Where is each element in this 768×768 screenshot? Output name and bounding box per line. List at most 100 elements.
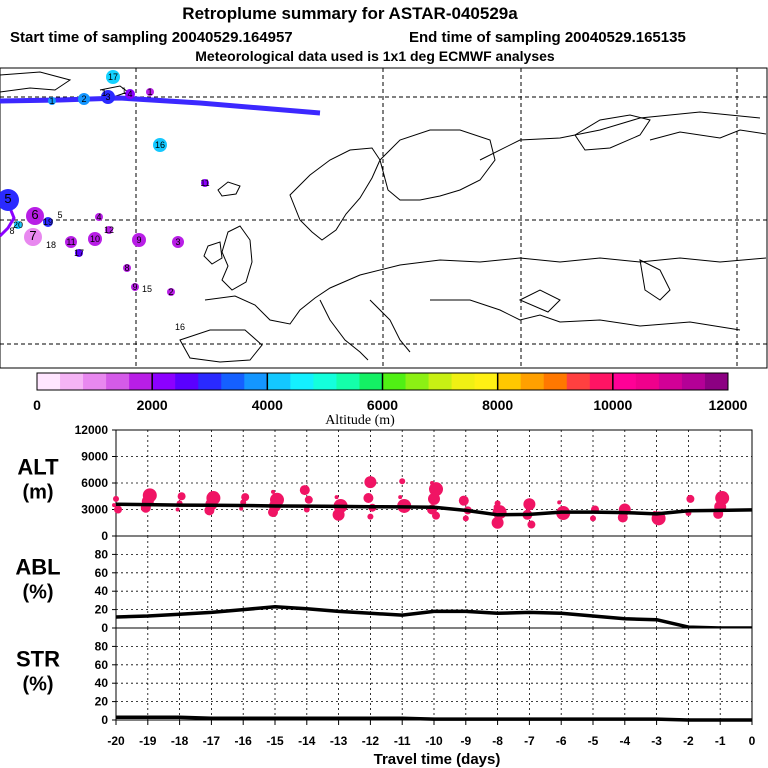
altitude-scatter-point bbox=[241, 493, 250, 502]
cluster-marker: 9 bbox=[131, 282, 139, 292]
altitude-scatter-point bbox=[686, 494, 695, 503]
cluster-label: 19 bbox=[43, 217, 53, 227]
colorbar-swatch bbox=[60, 373, 84, 390]
start-time-label: Start time of sampling 20040529.164957 bbox=[10, 29, 293, 46]
y-tick-label: 20 bbox=[95, 603, 109, 617]
altitude-scatter-point bbox=[334, 495, 339, 500]
colorbar-label: Altitude (m) bbox=[325, 413, 395, 428]
panel-title: ABL bbox=[15, 555, 60, 580]
altitude-scatter-point bbox=[303, 506, 310, 513]
cluster-marker: 11 bbox=[200, 178, 209, 188]
altitude-scatter-point bbox=[462, 515, 469, 522]
cluster-dot bbox=[26, 207, 44, 225]
altitude-scatter-point bbox=[113, 495, 119, 502]
figure-title: Retroplume summary for ASTAR-040529a bbox=[182, 4, 518, 23]
x-tick-label: -6 bbox=[556, 734, 567, 748]
cluster-dot bbox=[153, 138, 167, 152]
cluster-marker: 5 bbox=[0, 189, 19, 211]
end-time-label: End time of sampling 20040529.165135 bbox=[409, 29, 686, 46]
cluster-dot bbox=[95, 213, 103, 221]
x-tick-label: 0 bbox=[749, 734, 756, 748]
panel-title: ALT bbox=[17, 455, 59, 480]
cluster-label: 5 bbox=[57, 210, 62, 220]
x-tick-label: -16 bbox=[235, 734, 253, 748]
cluster-label: 4 bbox=[96, 212, 101, 222]
altitude-scatter-point bbox=[112, 503, 116, 508]
colorbar-swatch bbox=[152, 373, 176, 390]
altitude-scatter-point bbox=[398, 495, 403, 500]
panel-alt: 0 3000 6000 9000 12000 ALT(m) bbox=[17, 423, 753, 543]
cluster-label: 17 bbox=[74, 248, 84, 258]
path-label: 1 bbox=[49, 96, 54, 106]
cluster-label: 16 bbox=[175, 322, 185, 332]
cluster-dot bbox=[65, 236, 77, 248]
colorbar-swatch bbox=[658, 373, 683, 390]
colorbar-swatch bbox=[704, 373, 729, 390]
altitude-scatter-point bbox=[142, 488, 157, 503]
cluster-marker: 12 bbox=[104, 225, 114, 235]
cluster-marker: 8 bbox=[9, 226, 14, 236]
cluster-dot bbox=[123, 264, 131, 272]
cluster-marker: 19 bbox=[43, 217, 53, 227]
x-tick-label: -14 bbox=[298, 734, 316, 748]
cluster-label: 12 bbox=[104, 225, 114, 235]
y-tick-label: 40 bbox=[95, 676, 109, 690]
altitude-scatter-point bbox=[271, 489, 275, 494]
cluster-marker: 17 bbox=[74, 248, 84, 258]
plume-path-labels: 1 2 3 4 1 1 1 bbox=[48, 86, 154, 106]
path-label: 4 bbox=[127, 89, 132, 99]
x-tick-label: -2 bbox=[683, 734, 694, 748]
cluster-dot bbox=[14, 221, 22, 229]
colorbar-tick: 0 bbox=[33, 397, 41, 413]
colorbar-swatch bbox=[612, 373, 637, 390]
cluster-marker: 9 bbox=[132, 233, 146, 247]
y-tick-label: 0 bbox=[101, 621, 108, 635]
cluster-marker: 10 bbox=[88, 232, 102, 246]
colorbar-swatch bbox=[566, 373, 591, 390]
series-line-str bbox=[116, 715, 752, 722]
y-tick-label: 0 bbox=[101, 713, 108, 727]
x-tick-label: -18 bbox=[171, 734, 189, 748]
cluster-dot bbox=[132, 233, 146, 247]
cluster-label: 6 bbox=[31, 207, 38, 222]
altitude-scatter-point bbox=[270, 492, 284, 507]
altitude-scatter-point bbox=[206, 491, 221, 506]
y-tick-label: 80 bbox=[95, 639, 109, 653]
altitude-colorbar bbox=[36, 372, 729, 391]
cluster-label: 11 bbox=[200, 178, 209, 188]
colorbar-swatch bbox=[175, 373, 199, 390]
colorbar-swatch bbox=[359, 373, 383, 390]
cluster-label: 7 bbox=[29, 228, 36, 243]
colorbar-swatch bbox=[428, 373, 453, 390]
path-label: 2 bbox=[81, 94, 86, 104]
cluster-dot bbox=[172, 236, 184, 248]
cluster-dot bbox=[75, 249, 83, 257]
colorbar-swatch bbox=[405, 373, 430, 390]
x-tick-label: -11 bbox=[394, 734, 411, 748]
cluster-dot bbox=[106, 70, 120, 84]
altitude-scatter-point bbox=[458, 495, 469, 506]
altitude-scatter-point bbox=[239, 506, 244, 511]
cluster-marker: 3 bbox=[172, 236, 184, 248]
travel-time-axis: -20 -19 -18 -17 -16 -15 -14 -13 -12 -11 -10 -9 -8 -7-… bbox=[107, 720, 756, 748]
cluster-label: 18 bbox=[46, 240, 56, 250]
altitude-scatter-point bbox=[430, 481, 434, 485]
colorbar-swatch bbox=[83, 373, 107, 390]
cluster-label: 15 bbox=[142, 284, 152, 294]
cluster-marker: 17 bbox=[106, 70, 120, 84]
altitude-scatter-point bbox=[363, 493, 374, 504]
cluster-label: 16 bbox=[155, 140, 165, 150]
x-tick-label: -1 bbox=[715, 734, 726, 748]
cluster-dot bbox=[88, 232, 102, 246]
panel-unit: (%) bbox=[22, 582, 53, 604]
colorbar-swatch bbox=[497, 373, 522, 390]
path-label: 1 bbox=[147, 87, 152, 97]
colorbar-swatch bbox=[106, 373, 130, 390]
x-tick-label: -19 bbox=[139, 734, 157, 748]
cluster-dot bbox=[0, 189, 19, 211]
altitude-scatter-point bbox=[399, 478, 406, 485]
cluster-label: 8 bbox=[9, 226, 14, 236]
colorbar-tick: 8000 bbox=[482, 397, 513, 413]
y-tick-label: 6000 bbox=[81, 476, 108, 490]
